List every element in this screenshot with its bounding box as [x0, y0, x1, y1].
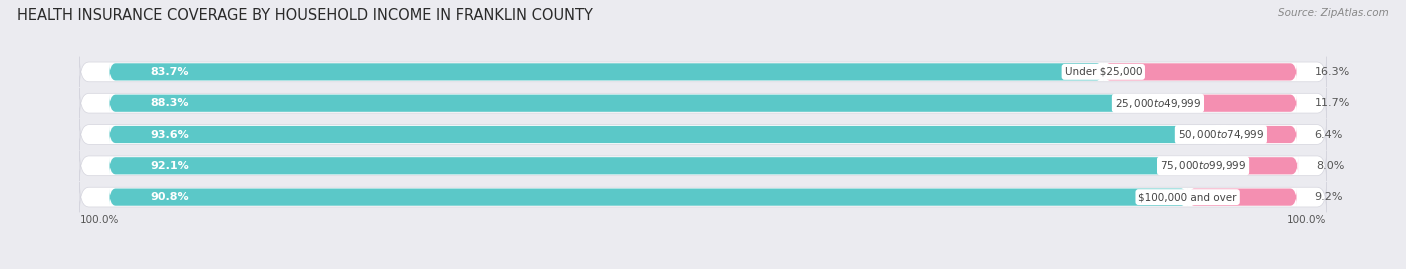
Text: $75,000 to $99,999: $75,000 to $99,999 [1160, 159, 1246, 172]
Text: 11.7%: 11.7% [1315, 98, 1350, 108]
Text: 9.2%: 9.2% [1315, 192, 1343, 202]
Text: 92.1%: 92.1% [150, 161, 190, 171]
FancyBboxPatch shape [110, 157, 1204, 175]
FancyBboxPatch shape [79, 57, 1327, 87]
Text: $25,000 to $49,999: $25,000 to $49,999 [1115, 97, 1201, 110]
Text: $100,000 and over: $100,000 and over [1139, 192, 1237, 202]
Text: 90.8%: 90.8% [150, 192, 190, 202]
Text: 100.0%: 100.0% [79, 215, 118, 225]
FancyBboxPatch shape [1204, 157, 1298, 175]
Text: 16.3%: 16.3% [1315, 67, 1350, 77]
FancyBboxPatch shape [110, 188, 1188, 206]
FancyBboxPatch shape [79, 119, 1327, 150]
Text: 83.7%: 83.7% [150, 67, 190, 77]
Text: 88.3%: 88.3% [150, 98, 190, 108]
FancyBboxPatch shape [1104, 63, 1296, 81]
Text: $50,000 to $74,999: $50,000 to $74,999 [1178, 128, 1264, 141]
FancyBboxPatch shape [110, 94, 1159, 112]
Text: 8.0%: 8.0% [1316, 161, 1344, 171]
Text: HEALTH INSURANCE COVERAGE BY HOUSEHOLD INCOME IN FRANKLIN COUNTY: HEALTH INSURANCE COVERAGE BY HOUSEHOLD I… [17, 8, 593, 23]
Text: 100.0%: 100.0% [1288, 215, 1327, 225]
FancyBboxPatch shape [1220, 126, 1296, 143]
FancyBboxPatch shape [79, 88, 1327, 118]
Text: Under $25,000: Under $25,000 [1064, 67, 1142, 77]
Text: 93.6%: 93.6% [150, 129, 190, 140]
FancyBboxPatch shape [79, 182, 1327, 212]
FancyBboxPatch shape [110, 63, 1104, 81]
Text: Source: ZipAtlas.com: Source: ZipAtlas.com [1278, 8, 1389, 18]
Text: 6.4%: 6.4% [1315, 129, 1343, 140]
FancyBboxPatch shape [1188, 188, 1296, 206]
FancyBboxPatch shape [79, 151, 1327, 181]
FancyBboxPatch shape [110, 126, 1220, 143]
FancyBboxPatch shape [1159, 94, 1296, 112]
